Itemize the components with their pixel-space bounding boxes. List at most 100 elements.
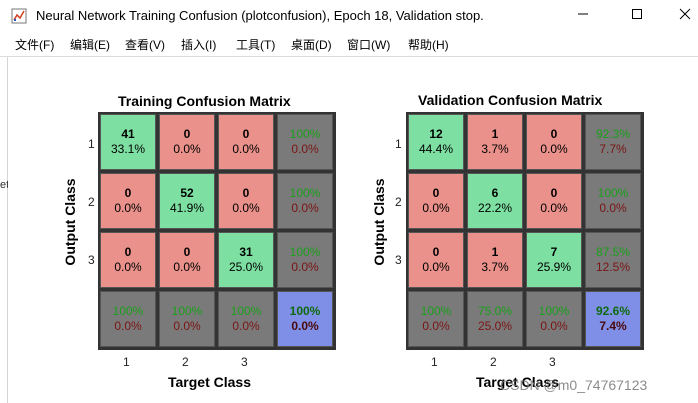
- training-cell-r4-c3: 100% 0.0%: [218, 291, 274, 347]
- cell-primary-value: 0: [550, 127, 558, 141]
- menu-window[interactable]: 窗口(W): [347, 38, 391, 52]
- validation-cell-r3-c2: 1 3.7%: [467, 232, 523, 288]
- validation-row-tick: 3: [395, 253, 402, 267]
- training-cell-r3-c1: 0 0.0%: [100, 232, 156, 288]
- cell-percentage: 0.0%: [173, 142, 201, 156]
- maximize-icon: [631, 7, 643, 25]
- training-title: Training Confusion Matrix: [118, 93, 291, 109]
- training-cell-r1-c2: 0 0.0%: [159, 114, 215, 170]
- validation-cell-r3-c1: 0 0.0%: [408, 232, 464, 288]
- menu-tools[interactable]: 工具(T): [236, 38, 276, 52]
- cell-primary-value: 100%: [420, 304, 452, 318]
- cell-percentage: 41.9%: [169, 201, 205, 215]
- cell-primary-value: 52: [180, 186, 194, 200]
- cell-percentage: 0.0%: [232, 201, 260, 215]
- menu-desktop[interactable]: 桌面(D): [291, 38, 332, 52]
- title-bar: Neural Network Training Confusion (plotc…: [0, 0, 698, 33]
- validation-xlabel: Target Class: [476, 374, 559, 390]
- cell-primary-value: 1: [491, 245, 499, 259]
- validation-cell-r2-c1: 0 0.0%: [408, 173, 464, 229]
- training-cell-r1-c1: 41 33.1%: [100, 114, 156, 170]
- cell-primary-value: 0: [183, 127, 191, 141]
- validation-title: Validation Confusion Matrix: [418, 92, 603, 108]
- cell-primary-value: 100%: [230, 304, 262, 318]
- cell-percentage: 0.0%: [540, 319, 568, 333]
- menu-file[interactable]: 文件(F): [15, 38, 55, 52]
- cell-primary-value: 92.3%: [595, 127, 631, 141]
- cell-primary-value: 100%: [289, 245, 321, 259]
- menu-insert[interactable]: 插入(I): [181, 38, 217, 52]
- cell-percentage: 0.0%: [114, 260, 142, 274]
- training-cell-r4-c2: 100% 0.0%: [159, 291, 215, 347]
- watermark-text: CSDN @m0_74767123: [500, 377, 648, 393]
- cell-percentage: 0.0%: [173, 319, 201, 333]
- cell-primary-value: 92.6%: [595, 304, 631, 318]
- menu-bar: 文件(F) 编辑(E) 查看(V) 插入(I) 工具(T) 桌面(D) 窗口(W…: [0, 32, 698, 57]
- cell-primary-value: 0: [242, 127, 250, 141]
- cell-primary-value: 100%: [171, 304, 203, 318]
- cell-primary-value: 100%: [112, 304, 144, 318]
- cell-primary-value: 12: [429, 127, 443, 141]
- menu-view[interactable]: 查看(V): [125, 38, 165, 52]
- menu-help[interactable]: 帮助(H): [408, 38, 449, 52]
- training-row-tick: 1: [88, 137, 95, 151]
- training-cell-r2-c2: 52 41.9%: [159, 173, 215, 229]
- training-col-tick: 2: [182, 355, 189, 369]
- cell-percentage: 0.0%: [291, 201, 319, 215]
- cell-primary-value: 87.5%: [595, 245, 631, 259]
- training-cell-r2-c1: 0 0.0%: [100, 173, 156, 229]
- cell-primary-value: 100%: [289, 186, 321, 200]
- training-cell-r4-c1: 100% 0.0%: [100, 291, 156, 347]
- cell-percentage: 25.0%: [228, 260, 264, 274]
- cell-primary-value: 100%: [289, 304, 321, 318]
- cell-primary-value: 1: [491, 127, 499, 141]
- close-icon: [679, 7, 691, 25]
- cell-primary-value: 0: [432, 186, 440, 200]
- validation-confusion-matrix: 12 44.4% 1 3.7% 0 0.0% 92.3% 7.7% 0 0.0% 6 22.2% 0 0.…: [406, 112, 644, 350]
- training-confusion-matrix: 41 33.1% 0 0.0% 0 0.0% 100% 0.0% 0 0.0% 52 41.9% 0 0.…: [98, 112, 336, 350]
- validation-cell-r2-c3: 0 0.0%: [526, 173, 582, 229]
- training-cell-r2-c4: 100% 0.0%: [277, 173, 333, 229]
- maximize-button[interactable]: [614, 0, 660, 32]
- cell-percentage: 0.0%: [422, 260, 450, 274]
- clipped-text: et: [0, 179, 10, 191]
- cell-primary-value: 100%: [289, 127, 321, 141]
- validation-col-tick: 3: [549, 355, 556, 369]
- menu-edit[interactable]: 编辑(E): [70, 38, 110, 52]
- cell-percentage: 0.0%: [291, 142, 319, 156]
- training-row-tick: 3: [88, 253, 95, 267]
- training-cell-r1-c3: 0 0.0%: [218, 114, 274, 170]
- cell-percentage: 3.7%: [481, 260, 509, 274]
- validation-cell-r4-c1: 100% 0.0%: [408, 291, 464, 347]
- training-row-tick: 2: [88, 195, 95, 209]
- cell-primary-value: 0: [124, 245, 132, 259]
- training-col-tick: 1: [123, 355, 130, 369]
- validation-cell-r4-c2: 75.0% 25.0%: [467, 291, 523, 347]
- cell-percentage: 33.1%: [110, 142, 146, 156]
- cell-primary-value: 31: [239, 245, 253, 259]
- cell-percentage: 0.0%: [599, 201, 627, 215]
- cell-primary-value: 0: [183, 245, 191, 259]
- validation-cell-r1-c1: 12 44.4%: [408, 114, 464, 170]
- cell-percentage: 7.7%: [599, 142, 627, 156]
- training-cell-r2-c3: 0 0.0%: [218, 173, 274, 229]
- close-button[interactable]: [662, 0, 698, 32]
- cell-percentage: 44.4%: [418, 142, 454, 156]
- cell-primary-value: 6: [491, 186, 499, 200]
- cell-percentage: 0.0%: [232, 319, 260, 333]
- cell-percentage: 0.0%: [540, 201, 568, 215]
- cell-percentage: 0.0%: [291, 260, 319, 274]
- minimize-icon: [577, 7, 589, 25]
- cell-percentage: 0.0%: [422, 319, 450, 333]
- cell-primary-value: 0: [550, 186, 558, 200]
- validation-cell-r4-c3: 100% 0.0%: [526, 291, 582, 347]
- validation-ylabel: Output Class: [371, 178, 387, 266]
- cell-primary-value: 0: [124, 186, 132, 200]
- minimize-button[interactable]: [560, 0, 606, 32]
- training-col-tick: 3: [241, 355, 248, 369]
- validation-col-tick: 1: [431, 355, 438, 369]
- validation-cell-r1-c3: 0 0.0%: [526, 114, 582, 170]
- validation-row-tick: 2: [395, 195, 402, 209]
- validation-cell-r4-c4: 92.6% 7.4%: [585, 291, 641, 347]
- cell-percentage: 0.0%: [173, 260, 201, 274]
